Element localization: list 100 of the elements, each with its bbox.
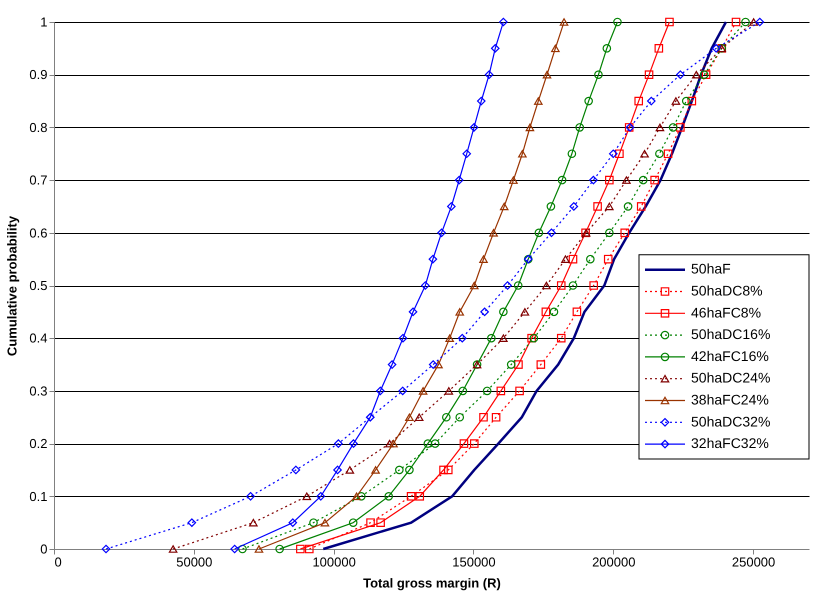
point (550, 308, 558, 316)
point (655, 149, 664, 158)
x-tick-label: 100000 (312, 554, 356, 570)
point (296, 544, 305, 554)
point (636, 202, 646, 211)
legend-label: 38haFC24% (691, 392, 769, 408)
legend-label: 46haFC8% (691, 304, 762, 320)
point (640, 150, 649, 158)
point (366, 518, 375, 527)
y-tick-label: 0.3 (29, 383, 48, 398)
y-tick-label: 0.9 (29, 67, 48, 82)
point (346, 466, 354, 474)
point (594, 70, 603, 79)
point (168, 545, 178, 553)
point (316, 492, 326, 501)
point (421, 281, 430, 290)
point (664, 149, 672, 158)
point (384, 492, 394, 501)
point (534, 228, 544, 238)
point (560, 18, 568, 26)
point (275, 544, 284, 554)
point (676, 70, 685, 80)
point (515, 386, 524, 396)
point (489, 228, 498, 237)
x-tick-label: 200000 (592, 554, 636, 570)
point (352, 492, 361, 500)
point (530, 334, 538, 342)
point (482, 386, 492, 396)
point (487, 334, 496, 342)
point (624, 202, 632, 211)
point (520, 308, 530, 316)
point (437, 228, 446, 238)
point (732, 18, 740, 26)
point (254, 545, 264, 553)
point (755, 18, 764, 26)
point (414, 413, 424, 422)
point (749, 18, 758, 26)
point (638, 176, 648, 184)
legend-label: 50haDC24% (691, 370, 770, 386)
point (455, 308, 464, 316)
point (672, 97, 680, 105)
point (568, 254, 578, 264)
point (458, 334, 467, 343)
point (622, 176, 631, 184)
y-tick-label: 0 (40, 542, 48, 556)
point (499, 334, 508, 342)
point (304, 544, 314, 554)
point (470, 439, 479, 448)
point (556, 334, 566, 343)
x-tick-label: 0 (54, 554, 62, 570)
point (542, 282, 551, 290)
point (668, 123, 678, 132)
point (480, 308, 489, 316)
point (447, 202, 456, 211)
point (503, 281, 512, 290)
point (408, 308, 418, 316)
point (542, 70, 552, 79)
point (546, 202, 556, 211)
x-tick-label: 50000 (176, 554, 212, 570)
point (246, 492, 255, 501)
point (526, 124, 534, 132)
point (444, 387, 454, 395)
point (741, 18, 750, 26)
point (604, 254, 613, 264)
point (357, 492, 366, 501)
y-axis-title: Cumulative probability (4, 215, 20, 356)
point (385, 440, 394, 448)
point (490, 44, 500, 53)
point (568, 149, 576, 158)
point (646, 96, 656, 106)
point (102, 544, 110, 554)
point (376, 518, 385, 527)
point (499, 308, 508, 316)
point (558, 176, 566, 184)
point (570, 202, 578, 211)
point (605, 228, 614, 238)
point (644, 70, 654, 80)
point (455, 412, 464, 422)
point (470, 282, 479, 290)
point (589, 176, 598, 184)
point (320, 518, 330, 526)
legend-label: 42haFC16% (691, 348, 769, 364)
point (608, 149, 618, 158)
y-tick-label: 0.8 (29, 120, 48, 135)
point (230, 544, 239, 554)
point (458, 386, 468, 396)
point (292, 466, 300, 474)
point (389, 440, 398, 448)
point (309, 518, 318, 527)
point (692, 70, 701, 79)
point (249, 518, 258, 526)
point (418, 387, 428, 395)
point (593, 202, 602, 211)
point (445, 334, 454, 342)
point (460, 439, 468, 448)
point (682, 96, 691, 106)
y-tick-label: 0.7 (29, 172, 48, 188)
legend-label: 50haF (691, 260, 731, 277)
point (333, 466, 342, 474)
point (506, 360, 516, 369)
